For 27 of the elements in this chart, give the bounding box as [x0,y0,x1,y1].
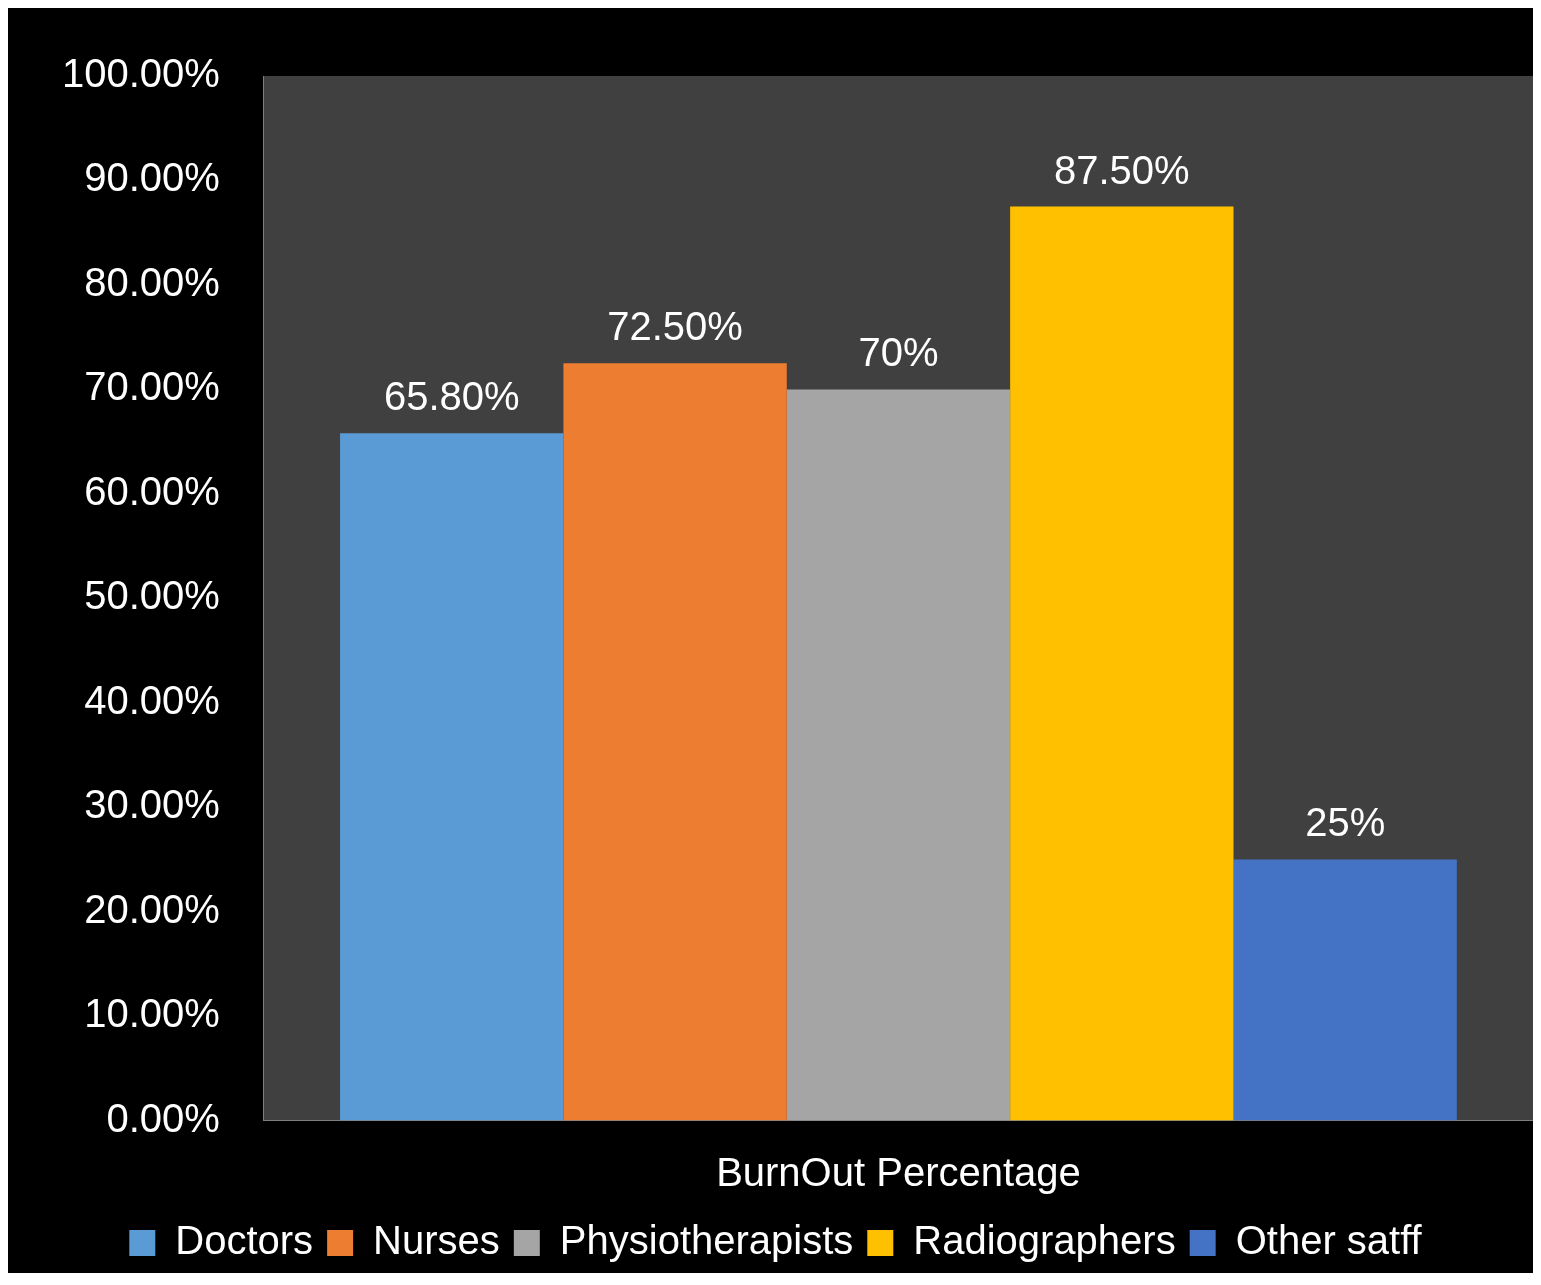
x-axis-title: BurnOut Percentage [716,1150,1081,1195]
legend-label: Nurses [373,1218,500,1263]
data-label: 65.80% [383,374,520,419]
bar [1233,859,1457,1121]
y-tick-label: 90.00% [84,155,220,200]
legend-label: Doctors [175,1218,314,1263]
legend-label: Radiographers [913,1218,1176,1263]
legend-label: Physiotherapists [559,1218,854,1263]
y-tick-label: 40.00% [84,677,220,722]
y-tick-label: 10.00% [84,991,220,1036]
data-label: 25% [1305,800,1386,845]
data-label: 72.50% [607,304,743,349]
y-tick-label: 50.00% [84,573,220,618]
y-tick-label: 0.00% [106,1095,220,1140]
y-tick-label: 100.00% [61,51,220,96]
y-tick-label: 70.00% [84,364,220,409]
bar [563,363,787,1121]
legend-label: Other satff [1235,1218,1423,1263]
y-tick-label: 80.00% [84,259,220,304]
data-label: 87.50% [1053,147,1190,192]
bar [1010,206,1234,1121]
data-label: 70% [858,330,939,375]
y-tick-label: 60.00% [84,468,220,513]
y-tick-label: 20.00% [84,886,220,931]
y-tick-label: 30.00% [84,782,220,827]
bar [786,389,1011,1121]
bar [340,433,564,1121]
